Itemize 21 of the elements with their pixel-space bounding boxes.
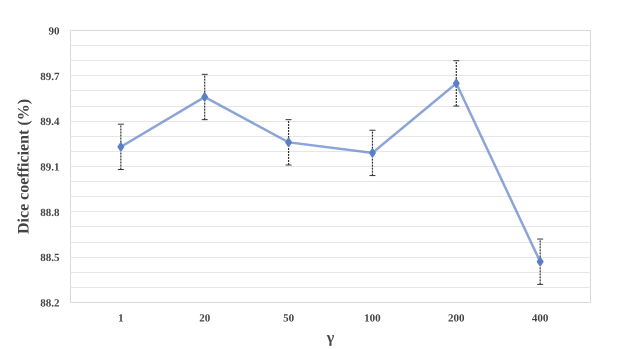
y-tick-label: 89.4: [40, 116, 60, 128]
point: [452, 78, 460, 88]
y-tick-label: 88.5: [40, 252, 60, 264]
y-tick-label: 89.7: [40, 70, 60, 83]
x-tick-label: 20: [199, 312, 211, 324]
y-tick-label: 89.1: [40, 162, 60, 174]
x-tick-label: 100: [364, 312, 382, 324]
point: [368, 148, 376, 158]
x-tick-label: 1: [118, 312, 124, 324]
y-tick-label: 90: [48, 26, 60, 38]
x-tick-label: 50: [283, 312, 295, 324]
x-axis-title: γ: [326, 330, 335, 346]
x-tick-label: 200: [448, 312, 466, 324]
y-tick-label: 88.2: [40, 298, 60, 310]
point: [117, 142, 124, 152]
y-tick-label: 88.8: [40, 206, 60, 219]
point: [201, 92, 208, 102]
point: [536, 256, 544, 267]
point: [285, 137, 292, 148]
x-tick-label: 400: [532, 312, 549, 324]
y-axis-title: Dice coefficient (%): [15, 98, 32, 234]
